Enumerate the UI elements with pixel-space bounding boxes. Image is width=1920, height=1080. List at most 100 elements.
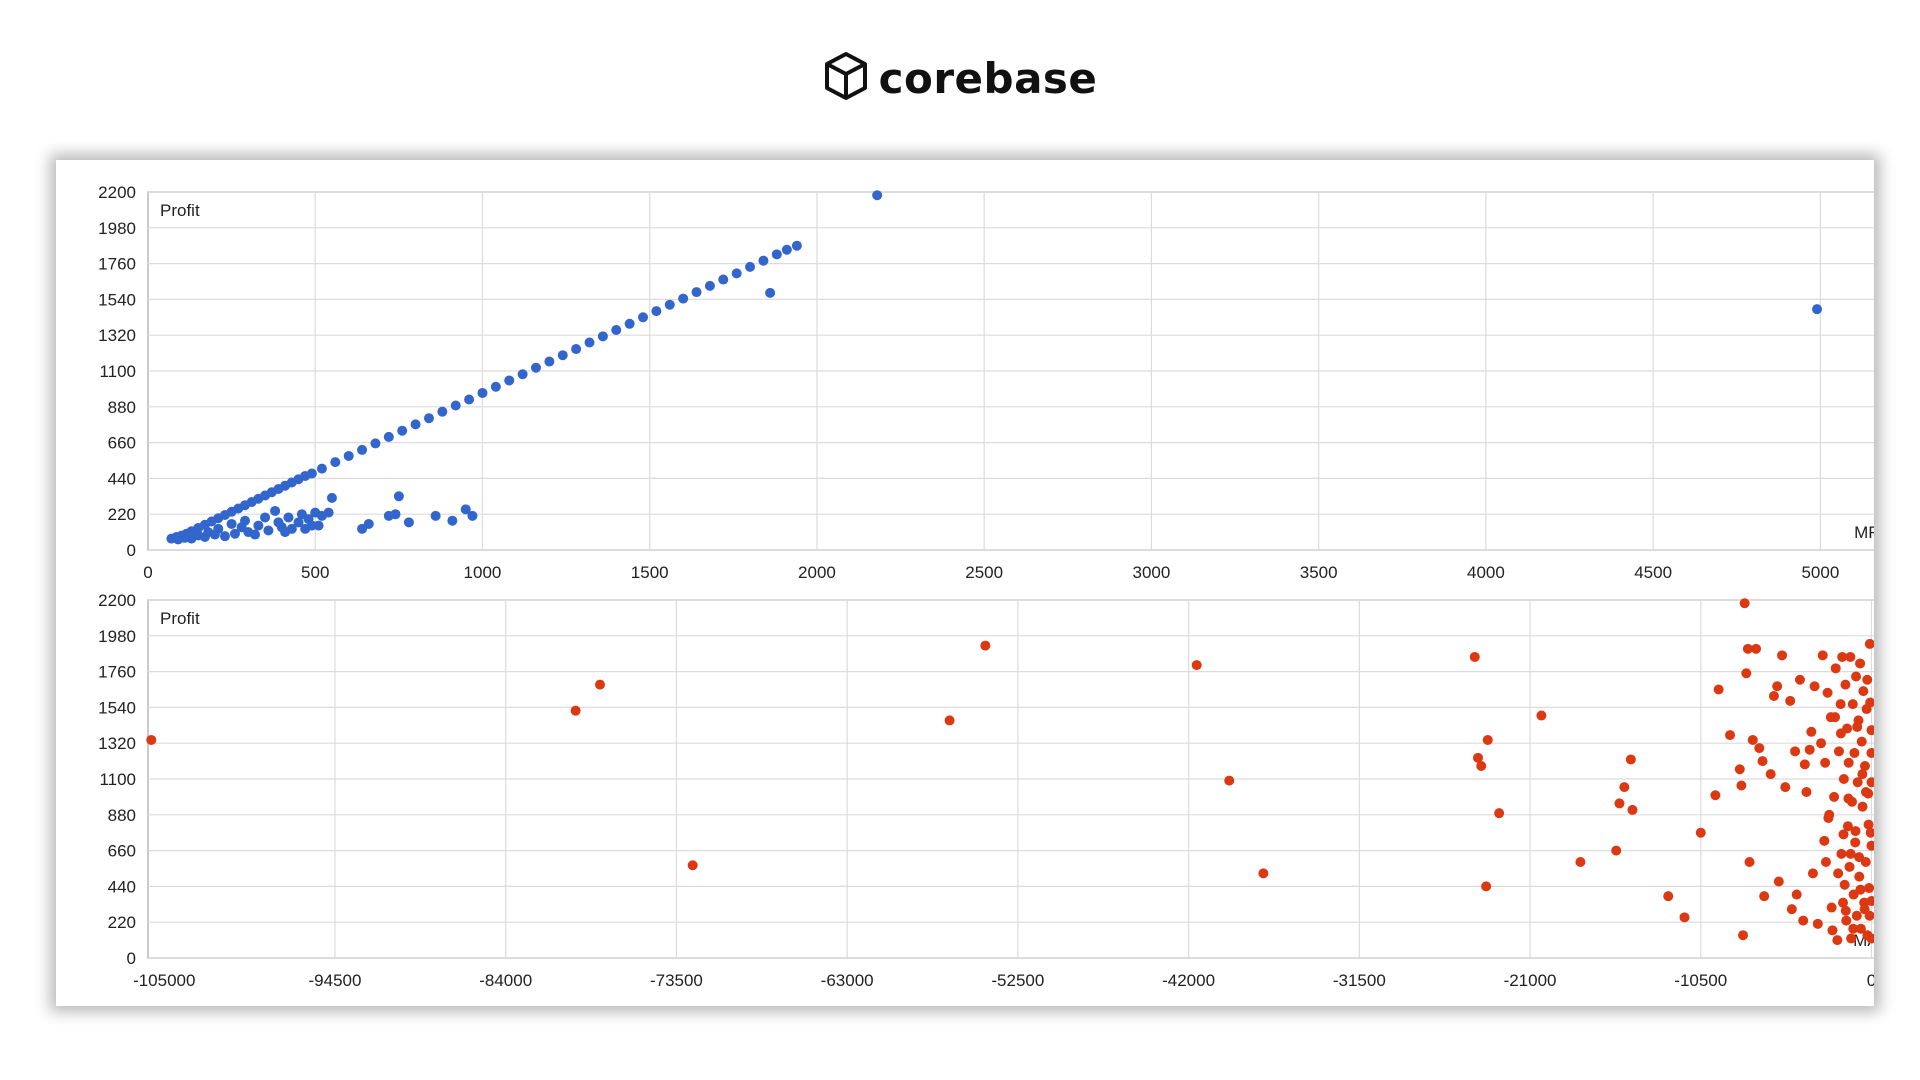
data-point [370,438,381,449]
data-point [1786,904,1797,915]
data-point [1832,935,1843,946]
data-point [1725,730,1736,741]
data-point [557,350,568,361]
y-tick-label: 1320 [98,326,136,345]
data-point [1866,896,1874,907]
data-point [1736,780,1747,791]
data-point [146,734,157,745]
data-point [944,715,955,726]
data-point [624,318,635,329]
data-point [611,324,622,335]
data-point [1751,643,1762,654]
data-point [718,274,729,285]
data-point [1829,791,1840,802]
data-point [286,523,297,534]
data-point [1826,902,1837,913]
data-point [229,528,240,539]
data-point [1741,668,1752,679]
data-point [1785,695,1796,706]
data-point [1845,848,1856,859]
x-tick-label: 0 [143,563,152,582]
data-point [1611,845,1622,856]
data-point [226,518,237,529]
data-point [1575,856,1586,867]
data-point [1819,835,1830,846]
data-point [765,287,776,298]
x-tick-label: 3000 [1133,563,1171,582]
data-point [1859,904,1870,915]
data-point [313,520,324,531]
data-point [544,356,555,367]
data-point [1857,801,1868,812]
y-tick-label: 2200 [98,591,136,610]
y-tick-label: 0 [127,949,136,968]
data-point [330,457,341,468]
data-point [1835,699,1846,710]
y-tick-label: 2200 [98,183,136,202]
data-point [477,387,488,398]
data-point [1820,856,1831,867]
data-point [1850,826,1861,837]
data-point [1536,710,1547,721]
data-point [390,509,401,520]
data-point [467,510,478,521]
data-point [872,190,883,201]
data-point [1847,699,1858,710]
data-point [678,293,689,304]
data-point [1625,754,1636,765]
data-point [1830,712,1841,723]
data-point [584,337,595,348]
data-point [731,268,742,279]
y-tick-label: 1980 [98,219,136,238]
data-point [343,450,354,461]
x-tick-label: 2500 [965,563,1003,582]
data-point [397,425,408,436]
data-point [1476,760,1487,771]
data-point [1794,674,1805,685]
x-tick-label: -31500 [1333,971,1386,990]
brand-header: corebase [0,48,1920,108]
y-tick-label: 660 [108,842,136,861]
data-point [791,240,802,251]
data-point [1862,674,1873,685]
y-tick-label: 1540 [98,698,136,717]
data-point [1481,881,1492,892]
data-point [1790,746,1801,757]
x-tick-label: -21000 [1504,971,1557,990]
x-tick-label: -84000 [479,971,532,990]
data-point [363,518,374,529]
data-point [1852,721,1863,732]
data-point [1833,868,1844,879]
x-tick-label: 0 [1867,971,1874,990]
data-point [1224,775,1235,786]
data-point [1791,889,1802,900]
data-point [1866,725,1874,736]
data-point [1765,769,1776,780]
data-point [1469,651,1480,662]
data-point [758,255,769,266]
data-point [1839,879,1850,890]
data-point [1734,764,1745,775]
data-point [464,394,475,405]
data-point [570,705,581,716]
data-point [357,444,368,455]
data-point [1801,787,1812,798]
data-point [1848,923,1859,934]
data-point [1804,744,1815,755]
data-point [1855,658,1866,669]
data-point [213,523,224,534]
data-point [490,381,501,392]
x-tick-label: 4500 [1634,563,1672,582]
y-tick-label: 1100 [99,362,136,381]
x-tick-label: 5000 [1801,563,1839,582]
data-point [1843,793,1854,804]
y-tick-label: 220 [108,505,136,524]
data-point [1838,829,1849,840]
data-point [447,515,458,526]
data-point [1857,769,1868,780]
data-point [1742,643,1753,654]
cube-icon [823,51,869,106]
x-tick-label: 1500 [631,563,669,582]
data-point [595,679,606,690]
data-point [293,517,304,528]
